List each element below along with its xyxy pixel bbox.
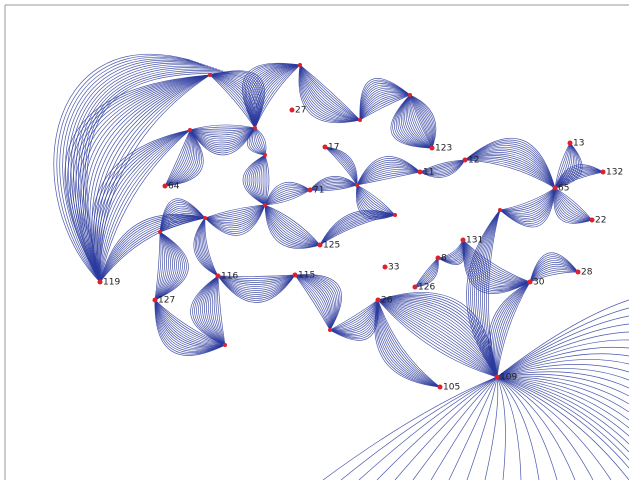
node-dot (223, 343, 227, 347)
node-dot (590, 218, 595, 223)
node-label: 11 (423, 168, 434, 178)
node-dot (203, 216, 207, 220)
node-label: 26 (381, 296, 393, 306)
node-label: 109 (500, 373, 517, 383)
node-label: 17 (328, 143, 339, 153)
node-dot (553, 186, 558, 191)
node-dot (293, 273, 298, 278)
node-dot (413, 285, 418, 290)
node-dot (383, 265, 388, 270)
node-dot (253, 126, 257, 130)
node-dot (408, 93, 412, 97)
node-dot (298, 63, 302, 67)
node-label: 131 (466, 236, 483, 246)
node-label: 125 (323, 241, 340, 251)
node-label: 13 (573, 139, 584, 149)
node-label: 30 (533, 278, 545, 288)
node-dot (568, 141, 573, 146)
node-dot (498, 208, 502, 212)
node-dot (263, 153, 267, 157)
node-label: 123 (435, 144, 452, 154)
node-dot (576, 270, 581, 275)
node-dot (463, 158, 468, 163)
node-dot (98, 280, 103, 285)
node-dot (323, 145, 328, 150)
node-dot (328, 328, 332, 332)
node-dot (208, 73, 212, 77)
node-dot (438, 385, 443, 390)
node-dot (163, 184, 168, 189)
node-dot (216, 274, 221, 279)
node-label: 64 (168, 182, 180, 192)
node-label: 105 (443, 383, 460, 393)
node-label: 33 (388, 263, 399, 273)
node-label: 71 (313, 186, 324, 196)
node-dot (461, 238, 466, 243)
node-dot (263, 203, 267, 207)
node-label: 119 (103, 278, 120, 288)
node-dot (418, 170, 423, 175)
node-label: 28 (581, 268, 593, 278)
node-label: 65 (558, 184, 569, 194)
node-dot (355, 183, 359, 187)
node-dot (376, 298, 381, 303)
node-label: 127 (158, 296, 175, 306)
node-dot (358, 118, 362, 122)
node-label: 22 (595, 216, 606, 226)
node-dot (601, 170, 606, 175)
node-label: 27 (295, 106, 306, 116)
node-label: 116 (221, 272, 238, 282)
node-dot (495, 375, 500, 380)
node-label: 115 (298, 271, 315, 281)
node-label: 126 (418, 283, 435, 293)
node-dot (318, 243, 323, 248)
node-dot (393, 213, 397, 217)
diagram: 119 127 116 115 125 71 17 11 12 123 33 126 26 105 109 6… (0, 0, 629, 480)
node-dot (188, 128, 192, 132)
node-label: 12 (468, 156, 479, 166)
node-label: 8 (441, 254, 447, 264)
node-dot (436, 256, 441, 261)
node-dot (528, 280, 533, 285)
node-dot (430, 146, 435, 151)
node-dot (308, 188, 313, 193)
node-dot (290, 108, 295, 113)
node-label: 132 (606, 168, 623, 178)
node-dot (158, 230, 162, 234)
node-dot (153, 298, 158, 303)
